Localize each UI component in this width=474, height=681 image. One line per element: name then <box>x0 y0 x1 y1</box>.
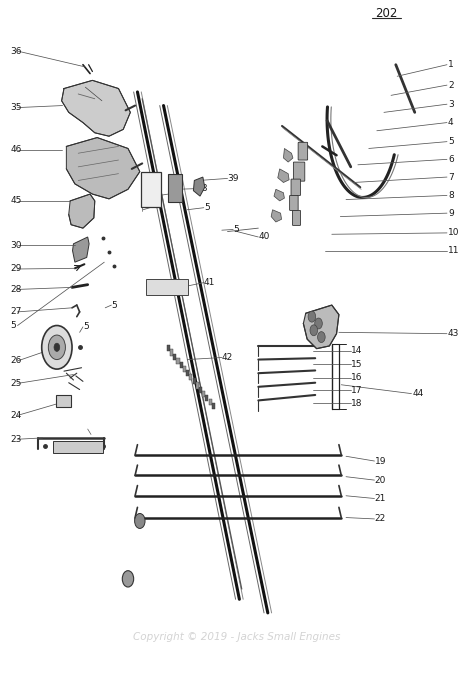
FancyBboxPatch shape <box>298 142 308 160</box>
Text: 8: 8 <box>448 191 454 200</box>
Text: 10: 10 <box>448 228 459 238</box>
Text: 16: 16 <box>351 373 362 383</box>
Bar <box>56 395 71 407</box>
Text: 37: 37 <box>168 189 180 199</box>
Text: 2: 2 <box>448 80 454 90</box>
Bar <box>173 353 176 360</box>
Text: 5: 5 <box>204 203 210 212</box>
Bar <box>170 349 173 355</box>
Text: 28: 28 <box>10 285 22 294</box>
Circle shape <box>42 326 72 369</box>
Text: 5: 5 <box>111 300 117 310</box>
FancyBboxPatch shape <box>141 172 161 207</box>
Text: 15: 15 <box>351 360 362 369</box>
Circle shape <box>310 325 318 336</box>
Text: 1: 1 <box>448 60 454 69</box>
Text: 26: 26 <box>10 356 22 366</box>
Polygon shape <box>271 210 282 222</box>
Bar <box>186 370 189 376</box>
Text: 21: 21 <box>374 494 386 503</box>
Text: 5: 5 <box>448 137 454 146</box>
Bar <box>53 441 103 453</box>
FancyBboxPatch shape <box>292 210 301 225</box>
Polygon shape <box>69 194 95 228</box>
Text: 202: 202 <box>375 7 398 20</box>
Circle shape <box>315 318 322 329</box>
Text: 24: 24 <box>10 411 22 420</box>
Polygon shape <box>193 177 205 196</box>
Text: 40: 40 <box>258 232 270 242</box>
FancyBboxPatch shape <box>146 279 188 295</box>
Circle shape <box>318 332 325 343</box>
Text: 45: 45 <box>10 196 22 206</box>
FancyBboxPatch shape <box>291 179 301 195</box>
Text: 18: 18 <box>351 398 362 408</box>
Bar <box>180 362 183 368</box>
Text: 27: 27 <box>10 307 22 317</box>
Polygon shape <box>73 237 89 262</box>
FancyBboxPatch shape <box>168 174 182 202</box>
Text: 42: 42 <box>222 353 233 362</box>
Polygon shape <box>278 169 289 183</box>
Text: 39: 39 <box>228 174 239 183</box>
Text: 29: 29 <box>10 264 22 274</box>
Bar <box>192 379 196 385</box>
FancyBboxPatch shape <box>290 195 298 210</box>
Text: 5: 5 <box>156 201 162 210</box>
Text: 5: 5 <box>10 321 16 330</box>
Circle shape <box>122 571 134 587</box>
Bar <box>205 395 209 401</box>
Text: 41: 41 <box>204 278 215 287</box>
Text: 30: 30 <box>10 240 22 250</box>
Polygon shape <box>66 138 140 199</box>
Text: 25: 25 <box>10 379 22 388</box>
Polygon shape <box>62 80 130 136</box>
Text: 5: 5 <box>83 322 89 332</box>
Text: 4: 4 <box>448 118 454 127</box>
Text: 36: 36 <box>10 46 22 56</box>
Circle shape <box>54 343 60 351</box>
Text: 22: 22 <box>374 514 386 524</box>
Circle shape <box>135 513 145 528</box>
Bar <box>167 345 170 351</box>
Polygon shape <box>274 189 284 201</box>
Text: 3: 3 <box>448 99 454 109</box>
Text: 14: 14 <box>351 346 362 355</box>
Text: 44: 44 <box>412 389 424 398</box>
Bar <box>199 387 202 393</box>
Text: 9: 9 <box>448 208 454 218</box>
Text: 19: 19 <box>374 456 386 466</box>
Text: 35: 35 <box>10 103 22 112</box>
Text: 46: 46 <box>10 145 22 155</box>
Polygon shape <box>283 148 293 162</box>
Bar <box>212 403 215 409</box>
Text: 6: 6 <box>448 155 454 164</box>
Bar <box>209 399 212 405</box>
Text: 5: 5 <box>233 225 239 234</box>
Circle shape <box>308 311 316 322</box>
Circle shape <box>48 335 65 360</box>
Text: Copyright © 2019 - Jacks Small Engines: Copyright © 2019 - Jacks Small Engines <box>133 632 341 642</box>
Bar <box>202 391 205 397</box>
Text: 43: 43 <box>448 329 459 338</box>
Text: 7: 7 <box>448 172 454 182</box>
FancyBboxPatch shape <box>293 162 305 181</box>
Bar <box>189 375 192 380</box>
Bar <box>176 358 180 364</box>
Text: 17: 17 <box>351 385 362 395</box>
Text: 38: 38 <box>197 184 208 193</box>
Text: 23: 23 <box>10 434 22 444</box>
Polygon shape <box>303 305 339 349</box>
Text: 11: 11 <box>448 246 459 255</box>
Text: 20: 20 <box>374 475 386 485</box>
Bar <box>196 383 199 389</box>
Bar <box>183 366 186 372</box>
